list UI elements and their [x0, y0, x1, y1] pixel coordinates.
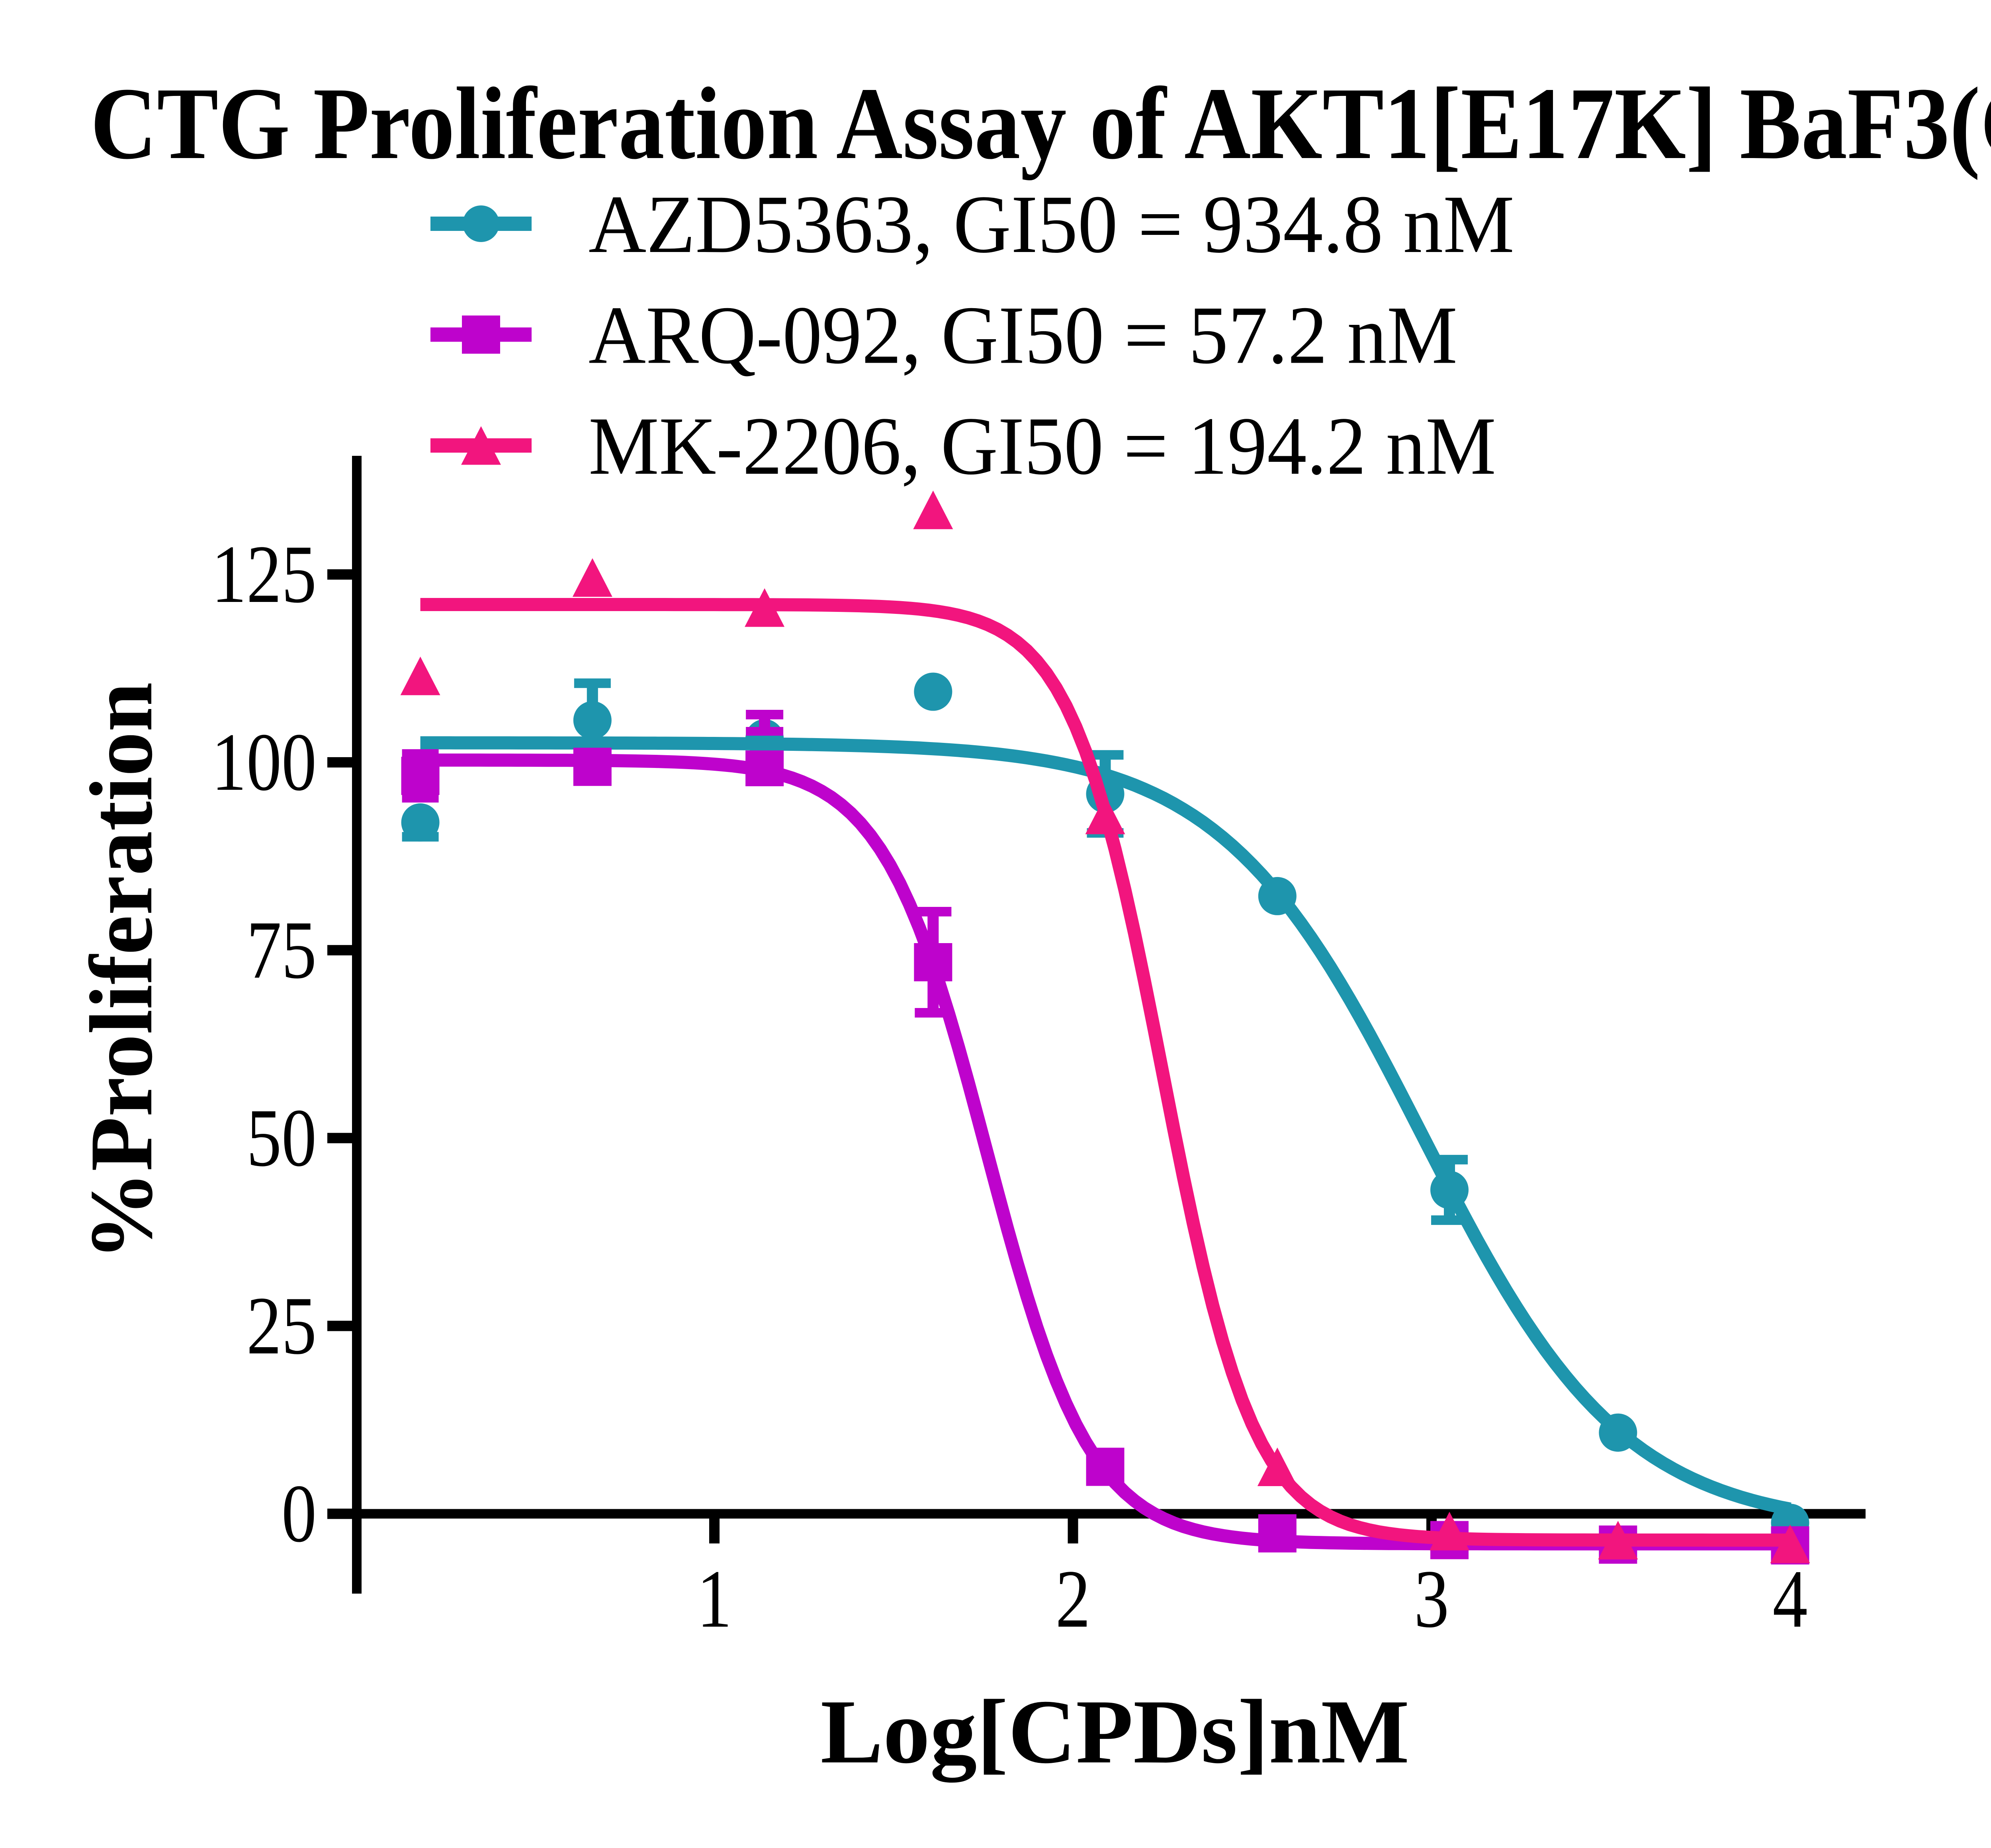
- svg-text:1: 1: [697, 1553, 732, 1645]
- svg-text:CTG Proliferation Assay of AKT: CTG Proliferation Assay of AKT1[E17K] Ba…: [90, 66, 1991, 181]
- svg-text:50: 50: [246, 1092, 317, 1184]
- svg-text:0: 0: [282, 1468, 317, 1559]
- svg-text:2: 2: [1056, 1553, 1091, 1645]
- svg-text:AZD5363, GI50 = 934.8 nM: AZD5363, GI50 = 934.8 nM: [589, 178, 1514, 270]
- svg-text:125: 125: [211, 528, 317, 620]
- svg-text:100: 100: [211, 716, 317, 808]
- svg-text:%Proliferation: %Proliferation: [71, 682, 171, 1261]
- svg-text:MK-2206, GI50 = 194.2 nM: MK-2206, GI50 = 194.2 nM: [589, 400, 1496, 492]
- svg-text:3: 3: [1414, 1553, 1449, 1645]
- svg-text:ARQ-092, GI50 = 57.2 nM: ARQ-092, GI50 = 57.2 nM: [589, 289, 1457, 381]
- svg-text:Log[CPDs]nM: Log[CPDs]nM: [821, 1681, 1410, 1783]
- svg-text:75: 75: [246, 904, 317, 996]
- svg-text:25: 25: [246, 1280, 317, 1371]
- svg-text:4: 4: [1773, 1553, 1808, 1645]
